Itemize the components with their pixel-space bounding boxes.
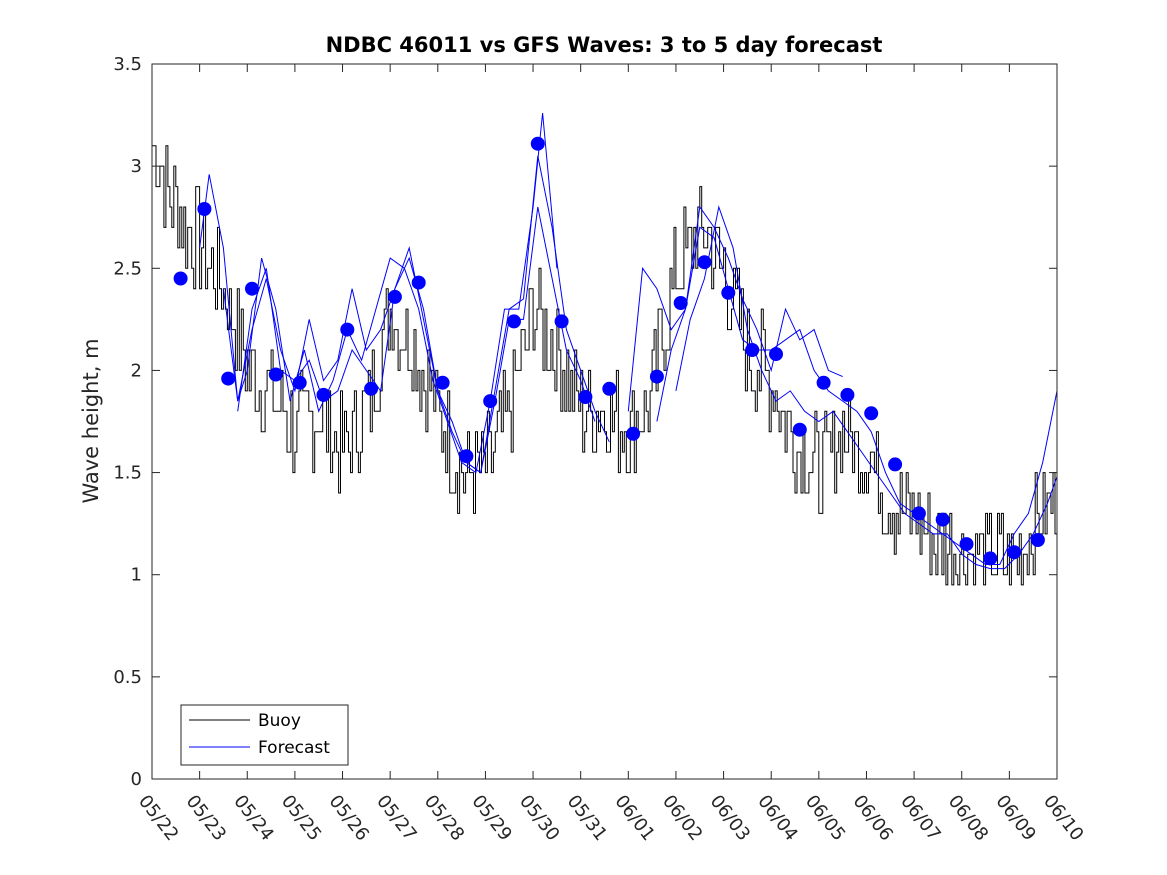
- forecast-point: [554, 314, 569, 329]
- forecast-run-line: [675, 205, 1058, 570]
- y-axis-label: Wave height, m: [79, 338, 103, 503]
- forecast-point: [507, 314, 521, 329]
- legend: Buoy Forecast: [180, 704, 349, 766]
- forecast-point: [268, 367, 283, 382]
- forecast-point: [721, 285, 736, 300]
- forecast-point: [959, 537, 974, 552]
- forecast-point: [411, 275, 426, 290]
- legend-forecast-label: Forecast: [258, 738, 330, 758]
- forecast-point: [626, 426, 641, 441]
- y-tick-label: 1.5: [113, 463, 142, 484]
- forecast-point: [364, 381, 379, 396]
- forecast-point: [840, 387, 855, 402]
- forecast-point: [602, 381, 617, 396]
- y-axis: 0 0.5 1 1.5 2 2.5 3 3.5: [113, 54, 1057, 790]
- forecast-point: [673, 296, 688, 310]
- forecast-point: [387, 289, 402, 304]
- forecast-point: [888, 457, 903, 472]
- y-tick-label: 3: [131, 156, 142, 177]
- series-layer: [152, 112, 1058, 586]
- forecast-point: [1030, 533, 1045, 547]
- legend-box: [180, 704, 349, 766]
- forecast-point: [435, 375, 450, 390]
- axes-box: [151, 63, 1058, 780]
- forecast-point: [530, 136, 545, 151]
- chart-title: NDBC 46011 vs GFS Waves: 3 to 5 day fore…: [326, 33, 883, 57]
- forecast-point: [983, 551, 998, 566]
- forecast-point: [459, 449, 474, 464]
- forecast-point: [340, 322, 355, 337]
- legend-buoy-label: Buoy: [258, 711, 301, 731]
- forecast-point: [816, 375, 831, 390]
- forecast-point: [649, 369, 664, 384]
- y-tick-label: 2.5: [113, 258, 142, 279]
- forecast-point: [769, 347, 783, 362]
- buoy-line: [152, 145, 1058, 586]
- forecast-point: [1007, 545, 1022, 560]
- forecast-point: [745, 343, 760, 357]
- forecast-point: [864, 406, 879, 421]
- forecast-point: [483, 394, 498, 409]
- y-tick-label: 1: [131, 565, 142, 586]
- forecast-point: [792, 422, 807, 437]
- y-tick-label: 0.5: [113, 667, 142, 688]
- forecast-point: [197, 202, 212, 216]
- forecast-point: [578, 390, 593, 404]
- y-tick-label: 3.5: [113, 54, 142, 75]
- forecast-run-line: [199, 112, 558, 474]
- forecast-point: [292, 375, 307, 390]
- forecast-run-line: [627, 205, 843, 412]
- forecast-point: [245, 281, 259, 296]
- forecast-point: [911, 506, 926, 521]
- y-tick-label: 0: [131, 769, 142, 790]
- forecast-point: [935, 512, 950, 527]
- forecast-point: [221, 371, 236, 386]
- forecast-point: [173, 271, 188, 286]
- forecast-point: [697, 255, 712, 270]
- forecast-point: [316, 387, 331, 402]
- y-tick-label: 2: [131, 360, 142, 381]
